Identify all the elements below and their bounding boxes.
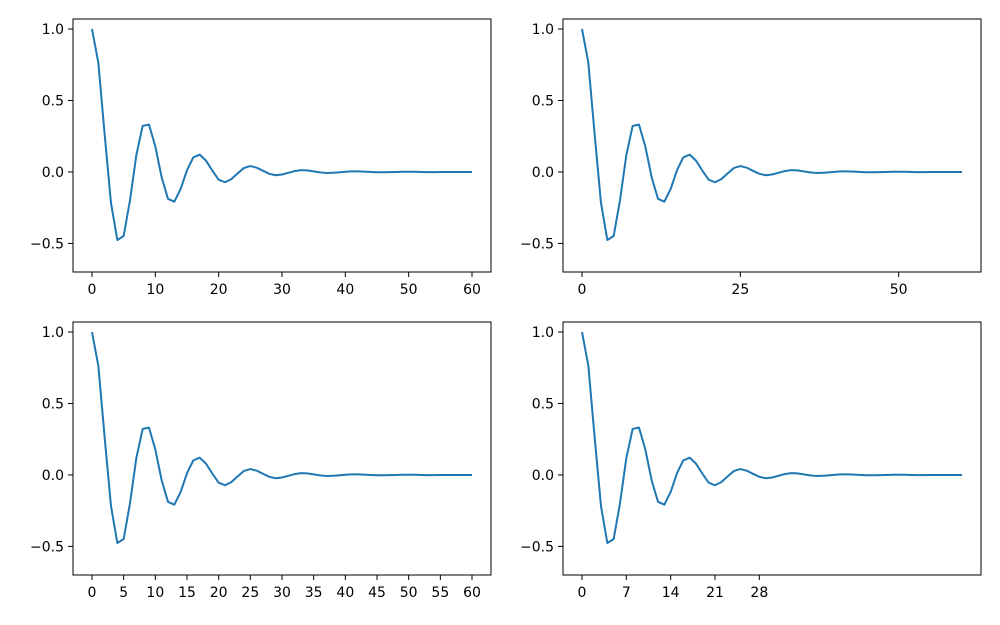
x-tick-label: 28 xyxy=(750,585,768,601)
plot-frame xyxy=(562,321,982,576)
x-tick-label: 25 xyxy=(731,282,749,298)
y-tick-label: 0.0 xyxy=(42,165,64,181)
x-tick-label: 0 xyxy=(578,282,587,298)
x-tick-label: 20 xyxy=(210,282,228,298)
series-line-1 xyxy=(91,28,472,241)
x-tick-label: 35 xyxy=(305,585,323,601)
y-tick-label: 0.0 xyxy=(42,468,64,484)
series-line-1 xyxy=(581,331,962,544)
x-tick-label: 0 xyxy=(88,585,97,601)
x-tick-label: 60 xyxy=(463,585,481,601)
y-tick-label: 1.0 xyxy=(42,22,64,38)
x-tick-label: 40 xyxy=(336,282,354,298)
subplot-3: 0 5 10 15 20 25 30 35 40 45 50 55 60 −0.5 0.0 0.5 1.0 xyxy=(30,321,492,601)
x-tick-label: 10 xyxy=(146,585,164,601)
plot-frame xyxy=(562,18,982,273)
x-tick-label: 30 xyxy=(273,585,291,601)
subplot-4: 0 7 14 21 28 −0.5 0.0 0.5 1.0 xyxy=(520,321,982,601)
y-tick-label: 1.0 xyxy=(532,22,554,38)
x-tick-label: 30 xyxy=(273,282,291,298)
y-tick-label: −0.5 xyxy=(30,236,64,252)
y-tick-label: 0.5 xyxy=(42,93,64,109)
x-tick-label: 15 xyxy=(178,585,196,601)
x-tick-label: 21 xyxy=(706,585,724,601)
series-line-1 xyxy=(581,28,962,241)
x-tick-label: 14 xyxy=(662,585,680,601)
y-tick-label: 0.5 xyxy=(532,396,554,412)
x-tick-label: 50 xyxy=(400,282,418,298)
x-tick-label: 0 xyxy=(578,585,587,601)
x-tick-label: 50 xyxy=(890,282,908,298)
x-tick-label: 40 xyxy=(336,585,354,601)
y-tick-label: 0.0 xyxy=(532,165,554,181)
plot-frame xyxy=(72,18,492,273)
x-tick-label: 0 xyxy=(88,282,97,298)
y-tick-label: 0.0 xyxy=(532,468,554,484)
x-tick-label: 20 xyxy=(210,585,228,601)
subplot-1: 0 10 20 30 40 50 60 −0.5 0.0 0.5 1.0 xyxy=(30,18,492,298)
series-line-1 xyxy=(91,331,472,544)
x-tick-label: 5 xyxy=(119,585,128,601)
x-tick-label: 50 xyxy=(400,585,418,601)
y-tick-label: 0.5 xyxy=(532,93,554,109)
y-tick-label: 1.0 xyxy=(532,325,554,341)
x-tick-label: 60 xyxy=(463,282,481,298)
x-tick-label: 25 xyxy=(241,585,259,601)
y-tick-label: −0.5 xyxy=(520,539,554,555)
y-tick-label: 1.0 xyxy=(42,325,64,341)
x-tick-label: 45 xyxy=(368,585,386,601)
x-tick-label: 55 xyxy=(431,585,449,601)
y-tick-label: −0.5 xyxy=(30,539,64,555)
subplot-2: 0 25 50 −0.5 0.0 0.5 1.0 xyxy=(520,18,982,298)
x-tick-label: 10 xyxy=(146,282,164,298)
plot-frame xyxy=(72,321,492,576)
x-tick-label: 7 xyxy=(622,585,631,601)
y-tick-label: −0.5 xyxy=(520,236,554,252)
y-tick-label: 0.5 xyxy=(42,396,64,412)
